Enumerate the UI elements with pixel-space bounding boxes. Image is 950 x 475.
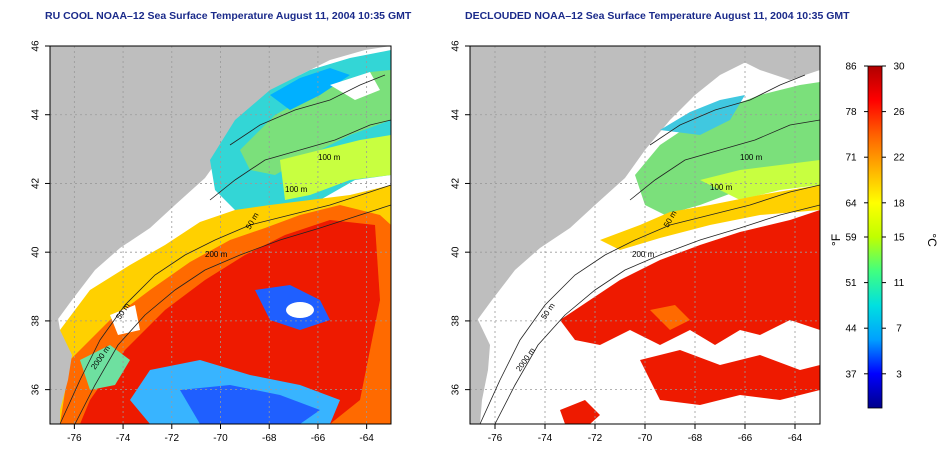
celsius-tick-label: 7 [896,324,902,335]
colorbar-ticks: 30 86 26 78 22 71 18 64 15 59 11 51 7 44 3 37 [845,62,905,381]
x-tick-label: -64 [359,433,374,444]
x-tick-label: -66 [738,433,753,444]
fahrenheit-tick-label: 37 [845,369,857,380]
x-tick-label: -70 [213,433,228,444]
left-contour-label: 100 m [318,153,341,162]
x-tick-label: -74 [116,433,131,444]
y-tick-label: 42 [31,177,42,189]
x-tick-label: -68 [688,433,703,444]
fahrenheit-tick-label: 51 [845,278,857,289]
fahrenheit-tick-label: 71 [845,153,857,164]
fahrenheit-tick-label: 44 [845,324,857,335]
y-tick-label: 36 [451,384,462,396]
fahrenheit-tick-label: 78 [845,107,857,118]
x-tick-label: -76 [488,433,503,444]
fahrenheit-tick-label: 64 [845,198,857,209]
right-map-title: DECLOUDED NOAA–12 Sea Surface Temperatur… [465,10,850,22]
y-tick-label: 44 [451,109,462,121]
right-contour-label: 100 m [740,153,763,162]
right-sst-field [470,46,820,424]
temperature-colorbar: 30 86 26 78 22 71 18 64 15 59 11 51 7 44 3 37 °F °C [829,62,939,409]
celsius-tick-label: 30 [893,62,905,73]
right-map-panel: 100 m 100 m 50 m 200 m 2000 m 50 m -76 -7… [451,40,821,444]
fahrenheit-axis-label: °F [829,234,843,246]
x-tick-label: -72 [165,433,180,444]
right-map-grid [470,45,820,424]
left-map-grid [50,45,391,424]
x-tick-label: -64 [788,433,803,444]
y-tick-label: 46 [451,40,462,52]
right-contour-label: 100 m [710,183,733,192]
y-tick-label: 46 [31,40,42,52]
celsius-tick-label: 26 [893,107,905,118]
colorbar-gradient [867,65,883,409]
celsius-tick-label: 18 [893,198,905,209]
x-tick-label: -70 [638,433,653,444]
x-tick-label: -66 [311,433,326,444]
fahrenheit-tick-label: 86 [845,62,857,73]
x-tick-label: -68 [262,433,277,444]
left-contour-label: 100 m [285,185,308,194]
y-tick-label: 36 [31,384,42,396]
x-tick-label: -76 [67,433,82,444]
x-tick-label: -72 [588,433,603,444]
y-tick-label: 42 [451,177,462,189]
right-contour-label: 200 m [632,250,655,259]
right-bathymetry-contours [479,74,821,425]
y-tick-label: 40 [451,246,462,258]
left-bathymetry-contours [59,74,392,425]
fahrenheit-tick-label: 59 [845,233,857,244]
left-map-panel: 100 m 100 m 50 m 200 m 2000 m 50 m -76 -7… [31,40,392,444]
celsius-tick-label: 3 [896,369,902,380]
left-sst-field [50,46,391,424]
y-tick-label: 40 [31,246,42,258]
left-map-title: RU COOL NOAA–12 Sea Surface Temperature … [45,10,412,22]
y-tick-label: 38 [451,315,462,327]
y-tick-label: 38 [31,315,42,327]
left-map-axes: -76 -74 -72 -70 -68 -66 -64 36 38 40 42 44 46 [31,40,375,444]
celsius-tick-label: 22 [893,153,905,164]
celsius-tick-label: 15 [893,233,905,244]
celsius-axis-label: °C [925,233,939,247]
y-tick-label: 44 [31,109,42,121]
celsius-tick-label: 11 [894,278,905,289]
left-contour-label: 200 m [205,250,228,259]
right-map-axes: -76 -74 -72 -70 -68 -66 -64 36 38 40 42 44 46 [451,40,803,444]
x-tick-label: -74 [538,433,553,444]
